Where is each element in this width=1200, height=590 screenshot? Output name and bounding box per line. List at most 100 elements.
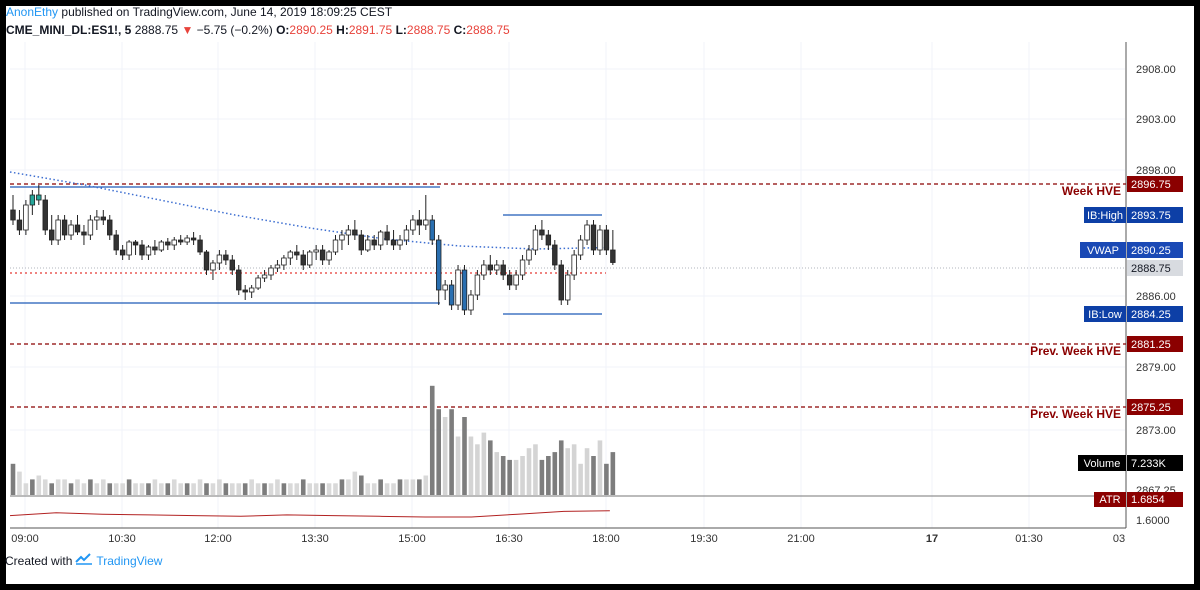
candle-body [552, 244, 558, 266]
candle-body [416, 219, 423, 226]
volume-bar [539, 459, 545, 495]
candle-body [242, 289, 248, 293]
candle-body [461, 269, 468, 311]
candle-body [429, 219, 435, 241]
candle-body [36, 194, 42, 201]
volume-bar [10, 463, 16, 495]
candle-body [287, 251, 294, 259]
ib-high-label: IB:High [1087, 210, 1123, 222]
candle-body [190, 237, 197, 241]
candle-body [565, 274, 571, 301]
price-tick: 2879.00 [1136, 362, 1176, 374]
volume-bar [49, 483, 54, 495]
candle-body [10, 209, 16, 221]
volume-bar [610, 452, 616, 495]
candle-body [545, 234, 552, 246]
candle-body [139, 244, 145, 256]
candle-body [281, 257, 287, 266]
hve-badge [1127, 336, 1183, 352]
candle-body [455, 269, 461, 306]
volume-bar [126, 479, 132, 495]
candle-body [55, 219, 61, 241]
candle-body [571, 254, 577, 276]
volume-bar [268, 483, 274, 495]
author-link[interactable]: AnonEthy [6, 5, 59, 19]
volume-bar [191, 483, 196, 495]
candle-body [403, 229, 410, 241]
down-arrow-icon: ▼ [181, 23, 194, 37]
volume-bar [242, 483, 248, 495]
candle-body [468, 294, 474, 311]
grid [10, 42, 1125, 528]
candle-body [435, 239, 442, 291]
volume-bar [184, 483, 190, 495]
volume-bar [30, 479, 35, 495]
candle-body [29, 194, 36, 206]
volume-bar [371, 483, 377, 495]
candle-body [216, 254, 223, 264]
price-tick: 2903.00 [1136, 114, 1176, 126]
volume-bar [429, 385, 435, 495]
candle-body [539, 229, 545, 236]
candle-body [132, 241, 139, 246]
candle-body [294, 251, 300, 256]
candle-body [371, 239, 377, 246]
axes [10, 42, 1127, 529]
price-tick: 2898.00 [1136, 165, 1176, 177]
volume-bar [475, 444, 480, 495]
volume-bar [578, 463, 583, 495]
volume-bar [178, 483, 183, 495]
candle-body [319, 249, 326, 261]
time-tick: 15:00 [398, 533, 426, 545]
time-tick: 18:00 [592, 533, 620, 545]
footer: Created with TradingView [5, 553, 162, 568]
candle-body [345, 229, 352, 236]
time-tick: 17 [926, 533, 938, 545]
atr-series [9, 510, 610, 518]
volume-bar [75, 479, 80, 495]
ib-high-badge [1127, 207, 1183, 223]
volume-bar [88, 479, 93, 495]
candle-body [68, 224, 74, 236]
volume-bar [152, 479, 158, 495]
volume-bar [552, 452, 558, 495]
volume-bar [68, 483, 74, 495]
hve-badge [1127, 176, 1183, 192]
candle-body [365, 239, 371, 251]
volume-bar [113, 483, 119, 495]
atr-label: ATR [1099, 494, 1120, 506]
time-tick: 16:30 [495, 533, 523, 545]
candle-body [500, 264, 506, 276]
candle-body [23, 204, 29, 231]
symbol-name[interactable]: CME_MINI_DL:ES1!, 5 [6, 23, 132, 37]
candle-body [506, 274, 513, 286]
volume-bar [204, 483, 209, 495]
candle-body [229, 259, 235, 271]
volume-bar [526, 448, 532, 495]
hve-badge-value: 2881.25 [1131, 339, 1171, 351]
volume-bar [36, 475, 42, 495]
candle-body [610, 249, 616, 263]
volume-bar [546, 456, 551, 495]
volume-bar [533, 444, 538, 495]
volume-bar [294, 483, 300, 495]
candle-body [171, 239, 177, 246]
volume-bars [10, 385, 616, 495]
open-label: O: [276, 23, 290, 37]
volume-bar [391, 483, 396, 495]
hve-levels: Week HVE Prev. Week HVE Prev. Week HVE [10, 183, 1126, 421]
candle-body [390, 239, 397, 246]
volume-bar [300, 479, 306, 495]
ib-high-value: 2893.75 [1131, 210, 1171, 222]
volume-bar [197, 479, 203, 495]
hve-badge-value: 2875.25 [1131, 402, 1171, 414]
tradingview-link[interactable]: TradingView [96, 553, 163, 568]
candle-body [165, 241, 171, 246]
volume-tag [1078, 455, 1126, 471]
candle-body [81, 231, 87, 236]
last-price-badge [1127, 260, 1183, 276]
volume-bar [320, 483, 325, 495]
volume-bar [442, 417, 448, 495]
volume-bar [359, 475, 364, 495]
